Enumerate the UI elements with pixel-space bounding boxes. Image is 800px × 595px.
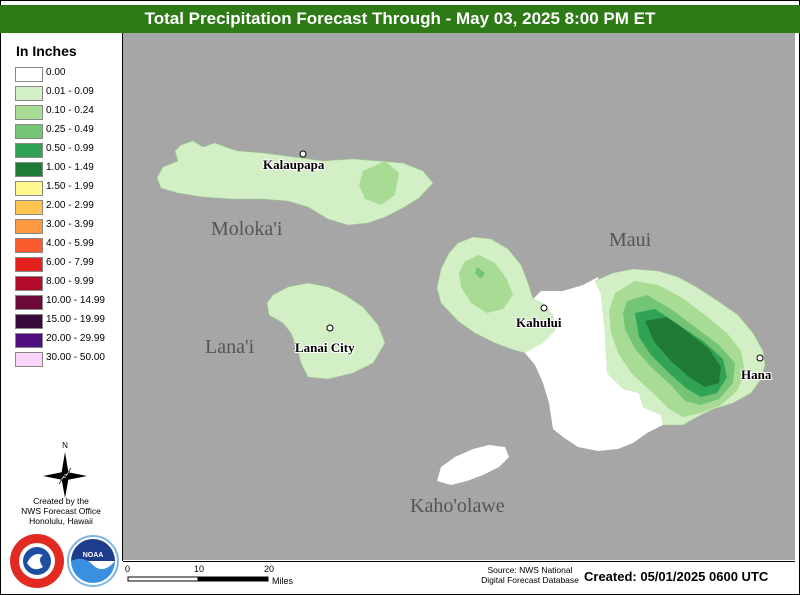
legend-swatch xyxy=(15,314,43,329)
legend-swatch xyxy=(15,124,43,139)
legend-label: 0.10 - 0.24 xyxy=(46,105,94,116)
legend-title: In Inches xyxy=(16,43,77,59)
legend-label: 4.00 - 5.99 xyxy=(46,238,94,249)
lanai-island xyxy=(266,282,386,380)
legend-swatch xyxy=(15,143,43,158)
legend-label: 3.00 - 3.99 xyxy=(46,219,94,230)
legend-swatch xyxy=(15,181,43,196)
legend-swatch xyxy=(15,86,43,101)
legend-swatch xyxy=(15,219,43,234)
legend-label: 0.50 - 0.99 xyxy=(46,143,94,154)
credit-text: Created by the NWS Forecast Office Honol… xyxy=(21,496,101,526)
north-arrow-icon: N xyxy=(43,441,87,498)
forecast-map xyxy=(123,33,795,560)
legend-label: 8.00 - 9.99 xyxy=(46,276,94,287)
nws-logo-icon xyxy=(10,534,64,588)
legend-swatch xyxy=(15,333,43,348)
city-label-lanai-city: Lanai City xyxy=(295,340,355,355)
legend-label: 1.50 - 1.99 xyxy=(46,181,94,192)
scale-tick-label: 0 xyxy=(125,564,131,574)
legend-swatch xyxy=(15,105,43,120)
legend-swatch xyxy=(15,295,43,310)
legend-swatch xyxy=(15,352,43,367)
kalaupapa-marker xyxy=(299,150,307,158)
kahoolawe-island xyxy=(437,445,509,485)
legend-swatch xyxy=(15,200,43,215)
legend-label: 10.00 - 14.99 xyxy=(46,295,105,306)
legend-swatch xyxy=(15,238,43,253)
legend-label: 1.00 - 1.49 xyxy=(46,162,94,173)
noaa-logo-icon: NOAA xyxy=(67,535,119,587)
scale-unit-label: Miles xyxy=(272,576,294,586)
city-label-kahului: Kahului xyxy=(516,315,562,330)
noaa-logo-text: NOAA xyxy=(83,552,104,559)
island-label-kahoolawe: Kaho'olawe xyxy=(410,495,505,517)
legend-label: 6.00 - 7.99 xyxy=(46,257,94,268)
scale-bar xyxy=(127,576,269,582)
legend-swatch xyxy=(15,257,43,272)
molokai-island xyxy=(156,140,434,226)
island-label-lanai: Lana'i xyxy=(205,336,255,358)
legend-label: 0.01 - 0.09 xyxy=(46,86,94,97)
legend-swatch xyxy=(15,67,43,82)
legend-swatch xyxy=(15,276,43,291)
scale-tick-label: 20 xyxy=(264,564,275,574)
legend-label: 30.00 - 50.00 xyxy=(46,352,105,363)
legend-panel: In Inches 0.00 0.01 - 0.09 0.10 - 0.24 0… xyxy=(1,33,123,588)
source-text: Source: NWS National Digital Forecast Da… xyxy=(481,565,579,585)
legend-label: 2.00 - 2.99 xyxy=(46,200,94,211)
lanai-city-marker xyxy=(326,324,334,332)
north-label: N xyxy=(62,441,68,450)
kahului-marker xyxy=(540,304,548,312)
island-label-maui: Maui xyxy=(609,229,652,251)
legend-label: 20.00 - 29.99 xyxy=(46,333,105,344)
legend-label: 0.25 - 0.49 xyxy=(46,124,94,135)
scale-tick-label: 10 xyxy=(194,564,205,574)
map-title: Total Precipitation Forecast Through - M… xyxy=(0,5,800,33)
island-label-molokai: Moloka'i xyxy=(211,218,283,240)
city-label-hana: Hana xyxy=(741,367,772,382)
legend-swatch xyxy=(15,162,43,177)
legend-label: 0.00 xyxy=(46,67,66,78)
legend-label: 15.00 - 19.99 xyxy=(46,314,105,325)
city-label-kalaupapa: Kalaupapa xyxy=(263,157,325,172)
created-timestamp: Created: 05/01/2025 0600 UTC xyxy=(584,569,769,584)
hana-marker xyxy=(756,354,764,362)
